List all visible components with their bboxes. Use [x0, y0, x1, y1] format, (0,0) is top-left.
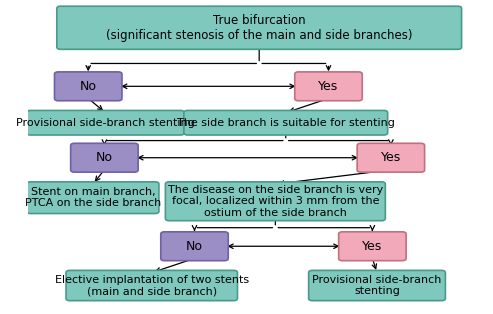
FancyBboxPatch shape	[57, 6, 461, 49]
FancyBboxPatch shape	[27, 182, 159, 214]
FancyBboxPatch shape	[165, 182, 386, 221]
Text: No: No	[96, 151, 113, 164]
FancyBboxPatch shape	[184, 111, 387, 135]
Text: The disease on the side branch is very
focal, localized within 3 mm from the
ost: The disease on the side branch is very f…	[168, 185, 383, 218]
Text: Yes: Yes	[362, 240, 383, 253]
Text: Stent on main branch,
PTCA on the side branch: Stent on main branch, PTCA on the side b…	[25, 187, 161, 208]
FancyBboxPatch shape	[27, 111, 184, 135]
Text: True bifurcation
(significant stenosis of the main and side branches): True bifurcation (significant stenosis o…	[106, 14, 413, 42]
FancyBboxPatch shape	[161, 232, 228, 261]
FancyBboxPatch shape	[55, 72, 122, 101]
Text: Yes: Yes	[318, 80, 339, 93]
Text: Yes: Yes	[381, 151, 401, 164]
Text: No: No	[186, 240, 203, 253]
FancyBboxPatch shape	[339, 232, 406, 261]
Text: Provisional side-branch
stenting: Provisional side-branch stenting	[313, 275, 442, 296]
Text: The side branch is suitable for stenting: The side branch is suitable for stenting	[177, 118, 395, 128]
FancyBboxPatch shape	[309, 270, 445, 301]
FancyBboxPatch shape	[357, 143, 424, 172]
Text: Elective implantation of two stents
(main and side branch): Elective implantation of two stents (mai…	[55, 275, 249, 296]
FancyBboxPatch shape	[295, 72, 362, 101]
Text: Provisional side-branch stenting: Provisional side-branch stenting	[16, 118, 195, 128]
FancyBboxPatch shape	[66, 270, 238, 301]
FancyBboxPatch shape	[70, 143, 138, 172]
Text: No: No	[80, 80, 97, 93]
